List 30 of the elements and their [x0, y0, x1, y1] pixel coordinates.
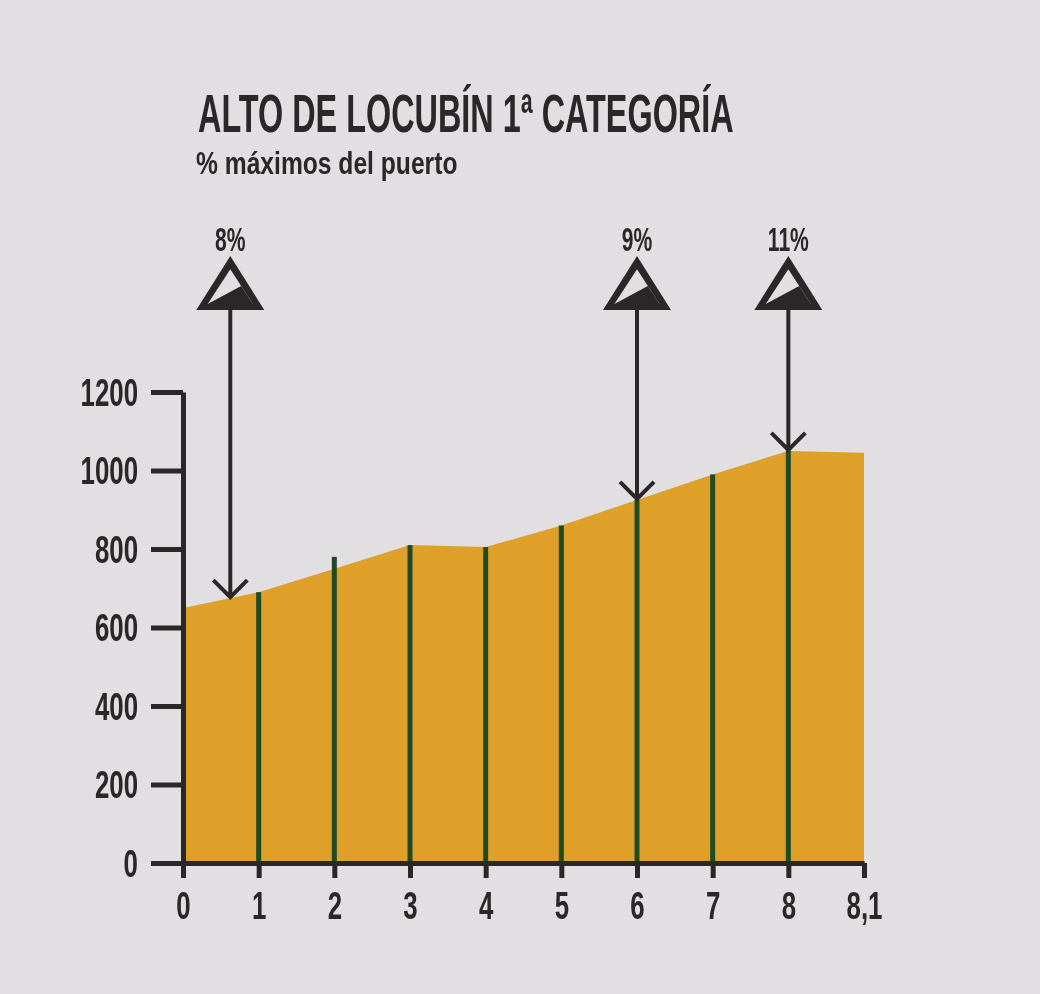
y-tick-label: 0	[123, 842, 138, 885]
bar	[331, 556, 337, 863]
y-tick-label: 400	[94, 685, 138, 728]
bar	[256, 592, 262, 863]
y-tick-label: 600	[94, 607, 138, 650]
annotation: 8%	[215, 219, 246, 259]
bar	[558, 525, 564, 863]
y-tick-label: 800	[94, 528, 138, 571]
bar	[785, 450, 791, 863]
bar	[710, 474, 716, 863]
x-tick-label: 6	[630, 885, 645, 928]
chart-title: ALTO DE LOCUBÍN 1ª CATEGORÍA	[198, 83, 734, 143]
x-tick-label: 4	[478, 885, 494, 928]
x-tick-label: 8,1	[846, 885, 883, 928]
bar	[483, 547, 489, 863]
x-tick-label: 0	[176, 885, 191, 928]
x-tick-label: 3	[403, 885, 418, 928]
annotation: 9%	[621, 219, 653, 259]
x-tick-label: 7	[705, 885, 721, 928]
x-tick-label: 5	[554, 885, 570, 928]
y-tick-label: 1200	[80, 371, 138, 414]
x-tick-label: 8	[781, 885, 797, 928]
y-tick-label: 200	[94, 764, 138, 807]
annotation: 11%	[767, 219, 809, 259]
y-tick-label: 1000	[80, 450, 138, 493]
x-tick-label: 1	[251, 885, 267, 928]
bar	[634, 499, 640, 863]
bar	[407, 545, 413, 863]
chart-subtitle: % máximos del puerto	[196, 144, 458, 181]
x-tick-label: 2	[327, 885, 343, 928]
